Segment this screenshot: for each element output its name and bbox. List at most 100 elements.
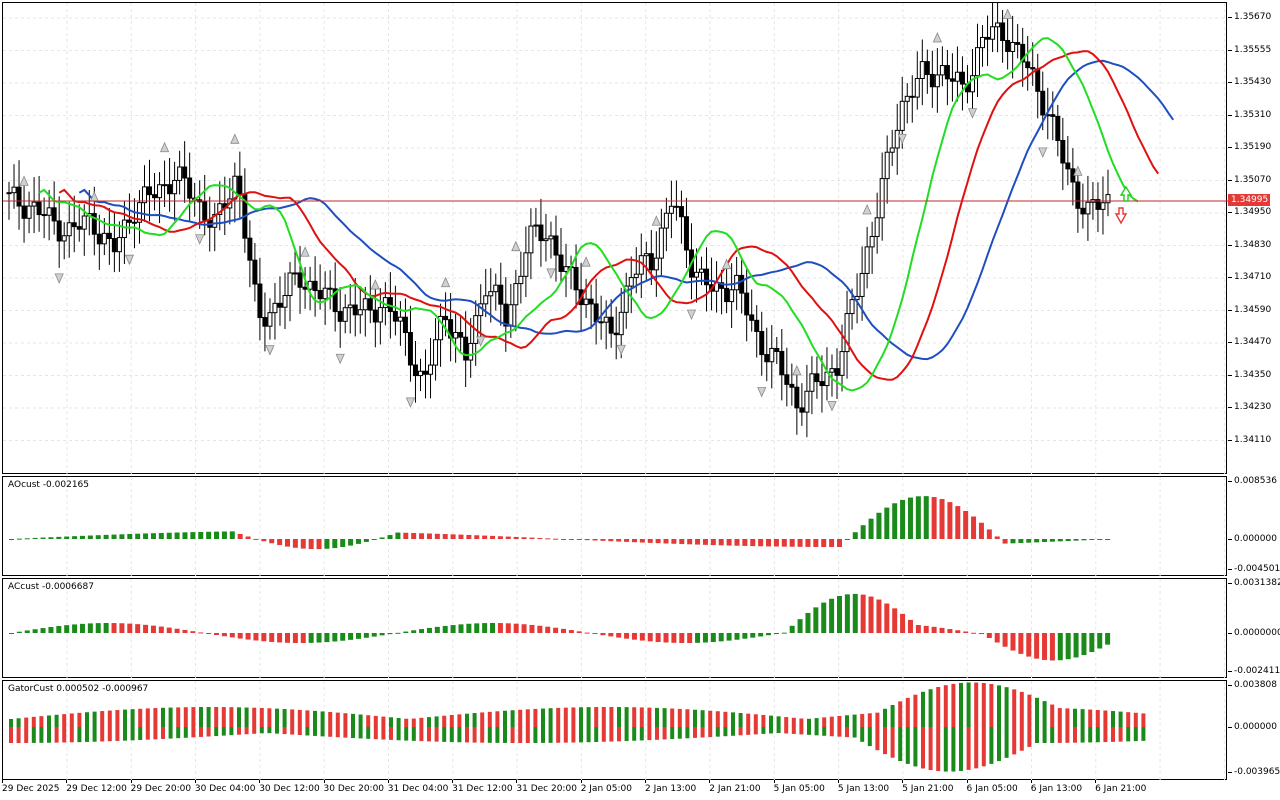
candle-body [438, 315, 444, 341]
gator-lower-bar [351, 727, 355, 739]
time-axis-label: 2 Jan 13:00 [645, 780, 697, 794]
candle-body [458, 331, 464, 338]
candle-body [423, 370, 429, 375]
ao-bar [324, 539, 330, 549]
candle-body [141, 186, 147, 204]
ao-bar [1002, 539, 1008, 544]
candle-body [538, 224, 544, 242]
gator-upper-bar [183, 707, 188, 727]
ao-bar [285, 539, 290, 547]
ac-bar [868, 596, 874, 633]
gator-lower-bar [92, 727, 97, 742]
gator-upper-bar [1111, 711, 1115, 727]
ao-bar [127, 534, 133, 539]
gator-upper-bar [647, 707, 652, 727]
gator-upper-bar [541, 708, 545, 727]
ao-bar [1105, 539, 1111, 540]
price-chart-pane[interactable] [2, 2, 1228, 475]
ao-bar [907, 497, 913, 539]
ao-bar [150, 533, 156, 539]
gator-upper-bar [168, 707, 173, 727]
candle-body [257, 283, 263, 319]
time-axis-label: 31 Dec 12:00 [452, 780, 513, 794]
price-scale-tick: 1.34470 [1228, 337, 1280, 348]
gator-lower-bar [85, 727, 89, 742]
ao-bar [1097, 539, 1103, 540]
candle-body [1035, 68, 1041, 92]
ac-bar [150, 625, 156, 633]
ao-bar [852, 532, 858, 539]
candle-body [884, 151, 890, 180]
gator-upper-bar [237, 707, 241, 727]
candle-body [131, 221, 137, 224]
ao-indicator-pane[interactable]: AOcust -0.002165 [2, 476, 1227, 577]
ao-bar [971, 516, 977, 539]
ao-bar [647, 539, 653, 543]
fractal-down-icon [686, 309, 697, 320]
gator-upper-bar [898, 701, 903, 727]
candle-body [1020, 43, 1026, 63]
ac-bar [1057, 633, 1063, 661]
ac-bar [1002, 633, 1008, 647]
gator-upper-bar [305, 710, 310, 727]
gator-lower-bar [487, 727, 492, 743]
ao-bar [1049, 539, 1055, 542]
gator-scale-bottom: -0.003965 [1228, 767, 1280, 778]
fractal-down-icon [546, 268, 556, 279]
gator-lower-bar [571, 727, 576, 743]
gator-upper-bar [419, 717, 424, 727]
time-axis-label: 29 Dec 12:00 [66, 780, 127, 794]
ac-bar [624, 633, 630, 639]
gator-upper-bar [100, 711, 105, 727]
gator-lower-bar [1080, 727, 1085, 743]
gator-lower-bar [609, 727, 614, 742]
alligator-teeth-line [58, 50, 1160, 381]
fractal-down-icon [124, 254, 135, 266]
gator-lower-bar [738, 727, 743, 736]
ao-bar [592, 539, 598, 541]
candle-body [337, 311, 343, 322]
ac-indicator-pane[interactable]: ACcust -0.0006687 [2, 578, 1227, 679]
ao-bar [426, 533, 432, 539]
ao-bar [348, 539, 354, 546]
gator-lower-bar [746, 727, 751, 735]
gator-lower-bar [77, 727, 82, 743]
candle-body [598, 321, 604, 324]
candle-body [91, 213, 97, 235]
ac-bar [971, 632, 977, 634]
ac-bar [797, 619, 803, 633]
ao-bar [616, 539, 622, 542]
candle-body [126, 219, 132, 223]
ao-bar [442, 534, 448, 539]
candle-body [754, 319, 760, 332]
fractal-down-icon [897, 133, 907, 145]
gator-lower-bar [115, 727, 120, 741]
candle-body [939, 65, 945, 76]
ac-bar [978, 633, 984, 635]
gator-upper-bar [267, 708, 272, 727]
candle-body [157, 184, 163, 199]
ac-bar [789, 625, 795, 633]
gator-lower-bar [427, 727, 431, 742]
gator-lower-bar [282, 727, 287, 735]
ac-bar [561, 628, 566, 633]
candle-body [739, 274, 745, 294]
gator-lower-bar [259, 727, 264, 734]
gator-lower-bar [252, 727, 257, 734]
gator-upper-bar [822, 717, 827, 727]
gator-lower-bar [442, 727, 447, 742]
gator-upper-bar [1095, 710, 1100, 727]
gator-lower-bar [465, 727, 469, 743]
candle-body [1080, 207, 1086, 215]
gator-lower-bar [1133, 727, 1138, 742]
gator-indicator-pane[interactable]: GatorCust 0.000502 -0.000967 [2, 680, 1227, 781]
gator-lower-bar [1118, 727, 1123, 742]
gator-lower-bar [943, 727, 948, 772]
gator-lower-bar [366, 727, 371, 739]
ac-bar [103, 623, 109, 633]
ao-bar [1010, 539, 1016, 544]
gator-upper-bar [685, 709, 690, 727]
time-axis-label: 5 Jan 05:00 [773, 780, 825, 794]
ac-bar [190, 631, 196, 633]
fractal-down-icon [827, 401, 837, 412]
